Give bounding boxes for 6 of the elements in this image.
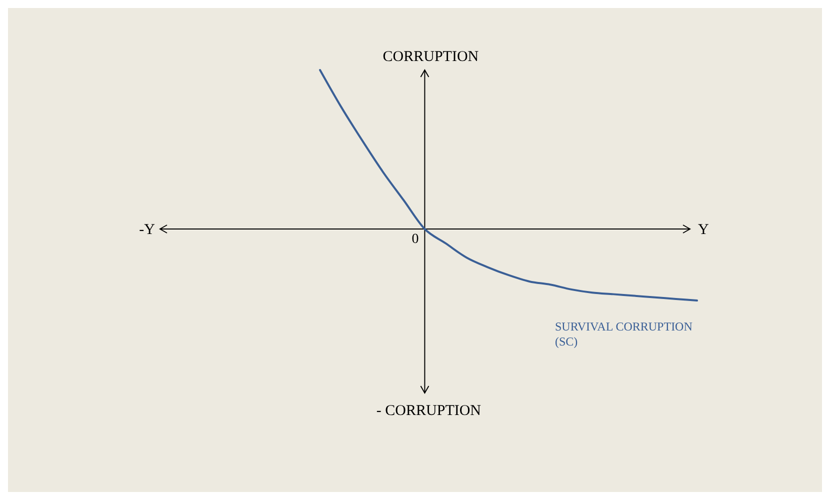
x-axis-title: Y: [698, 222, 709, 238]
y-axis-title: CORRUPTION: [382, 49, 479, 65]
series-label: SURVIVAL CORRUPTION (SC): [555, 320, 693, 349]
annotation: 0: [412, 232, 419, 247]
text: -Y: [139, 222, 156, 238]
text: - CORRUPTION: [376, 403, 482, 419]
